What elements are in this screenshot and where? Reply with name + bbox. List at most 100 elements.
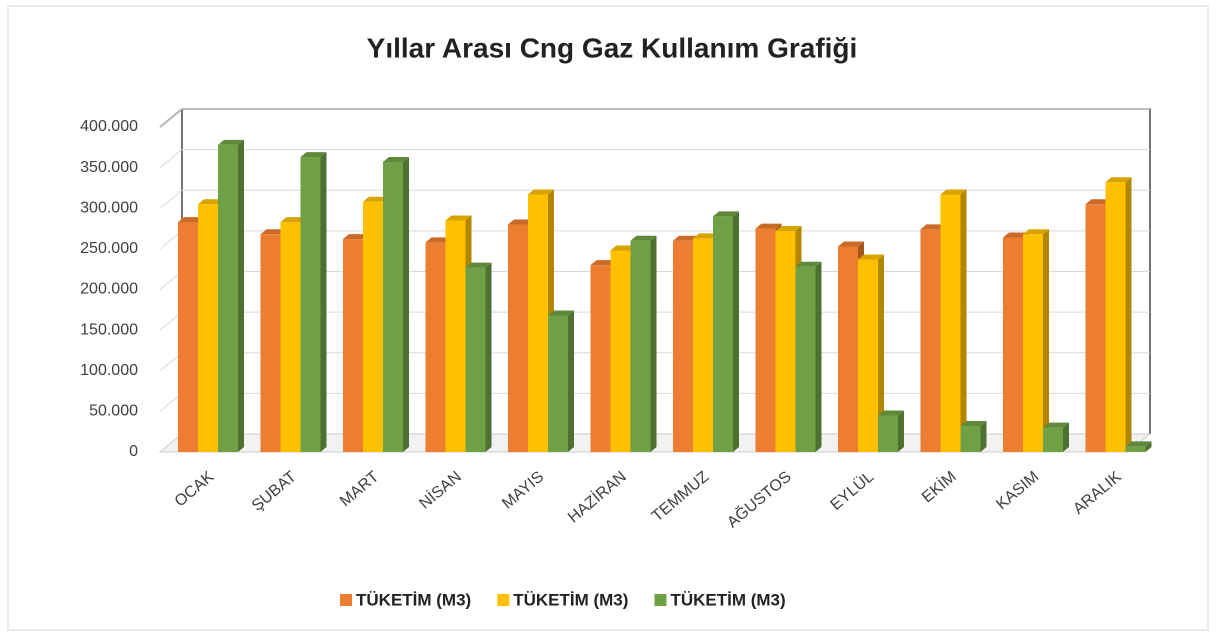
bar-top bbox=[1085, 199, 1112, 205]
bar-top bbox=[960, 421, 987, 426]
bar-side bbox=[238, 139, 244, 452]
bar-top bbox=[198, 199, 224, 205]
y-tick-label: 400.000 bbox=[80, 118, 138, 135]
bar-side bbox=[568, 310, 574, 452]
bar bbox=[425, 242, 446, 452]
legend-swatch bbox=[497, 594, 510, 606]
y-tick-label: 0 bbox=[129, 443, 138, 460]
bar-top bbox=[1105, 177, 1132, 183]
bar-side bbox=[1145, 441, 1152, 452]
bar bbox=[363, 201, 383, 452]
bar bbox=[528, 194, 548, 452]
y-tick-label: 350.000 bbox=[80, 159, 138, 176]
bar-top bbox=[300, 152, 327, 158]
bar-side bbox=[403, 156, 409, 452]
bar bbox=[878, 415, 898, 452]
bar bbox=[858, 259, 878, 452]
bar bbox=[1085, 204, 1106, 452]
bar-top bbox=[940, 189, 967, 195]
bar-top bbox=[280, 217, 307, 223]
bar bbox=[610, 250, 631, 452]
bar bbox=[383, 161, 403, 452]
bar bbox=[300, 157, 321, 452]
bar-top bbox=[178, 217, 204, 223]
bar bbox=[960, 426, 981, 452]
bar bbox=[280, 222, 301, 452]
bar bbox=[218, 144, 238, 452]
bar-top bbox=[1023, 229, 1049, 235]
bar-top bbox=[1125, 441, 1152, 447]
bar-side bbox=[320, 152, 327, 452]
bar-top bbox=[343, 234, 369, 240]
grid-line bbox=[159, 149, 1150, 169]
bar bbox=[260, 234, 281, 452]
bar-top bbox=[1003, 232, 1029, 238]
bar-top bbox=[610, 245, 637, 251]
bar-top bbox=[858, 254, 884, 260]
bar bbox=[1003, 237, 1023, 452]
bar-top bbox=[693, 233, 719, 239]
bar-side bbox=[878, 254, 884, 452]
bar bbox=[795, 266, 816, 452]
bar-top bbox=[465, 262, 492, 268]
bar bbox=[713, 216, 733, 452]
bar bbox=[1125, 446, 1146, 452]
bar bbox=[673, 240, 693, 452]
chart-title: Yıllar Arası Cng Gaz Kullanım Grafiği bbox=[367, 32, 858, 63]
bar-side bbox=[650, 235, 657, 452]
bar bbox=[775, 231, 796, 452]
bar-side bbox=[1043, 229, 1049, 452]
bar-top bbox=[590, 260, 617, 266]
bar-top bbox=[795, 261, 822, 267]
bar-side bbox=[485, 262, 492, 452]
legend-swatch bbox=[654, 594, 667, 606]
bar bbox=[630, 240, 651, 452]
y-tick-label: 150.000 bbox=[80, 321, 138, 338]
bar bbox=[178, 222, 198, 452]
bar bbox=[198, 204, 218, 452]
bar bbox=[693, 238, 713, 452]
bar bbox=[548, 315, 568, 452]
bar bbox=[940, 194, 961, 452]
legend-label: TÜKETİM (M3) bbox=[513, 590, 628, 609]
bar-top bbox=[1043, 422, 1069, 428]
y-tick-label: 300.000 bbox=[80, 199, 138, 216]
bar bbox=[755, 228, 776, 452]
bar-side bbox=[815, 261, 822, 452]
bar-side bbox=[733, 211, 739, 452]
bar bbox=[838, 246, 858, 452]
legend-label: TÜKETİM (M3) bbox=[356, 590, 471, 609]
bar bbox=[1043, 427, 1063, 452]
y-tick-label: 250.000 bbox=[80, 240, 138, 257]
legend-label: TÜKETİM (M3) bbox=[670, 590, 785, 609]
bar-side bbox=[898, 410, 904, 452]
bar bbox=[343, 239, 363, 452]
bar-top bbox=[548, 310, 574, 316]
bar-top bbox=[508, 219, 534, 225]
bar-top bbox=[630, 235, 657, 241]
y-tick-label: 50.000 bbox=[89, 403, 138, 420]
bar-top bbox=[755, 223, 782, 229]
grid-line bbox=[159, 189, 1150, 209]
bar-top bbox=[383, 156, 409, 162]
bar-side bbox=[980, 421, 987, 452]
bar-top bbox=[838, 241, 864, 247]
bar bbox=[920, 229, 941, 452]
bar-top bbox=[425, 237, 452, 243]
bar-top bbox=[260, 229, 287, 235]
bar-top bbox=[528, 189, 554, 195]
legend-swatch bbox=[340, 594, 352, 606]
bar bbox=[508, 224, 528, 452]
bar-top bbox=[445, 215, 472, 221]
bar bbox=[1023, 234, 1043, 452]
y-tick-label: 100.000 bbox=[80, 362, 138, 379]
y-tick-label: 200.000 bbox=[80, 281, 138, 298]
bar-side bbox=[960, 189, 967, 452]
bar-top bbox=[713, 211, 739, 217]
bar-side bbox=[1063, 422, 1069, 452]
grid-line bbox=[159, 108, 1150, 128]
bar bbox=[590, 265, 611, 452]
bar-side bbox=[1125, 177, 1132, 452]
bar-top bbox=[920, 224, 947, 230]
